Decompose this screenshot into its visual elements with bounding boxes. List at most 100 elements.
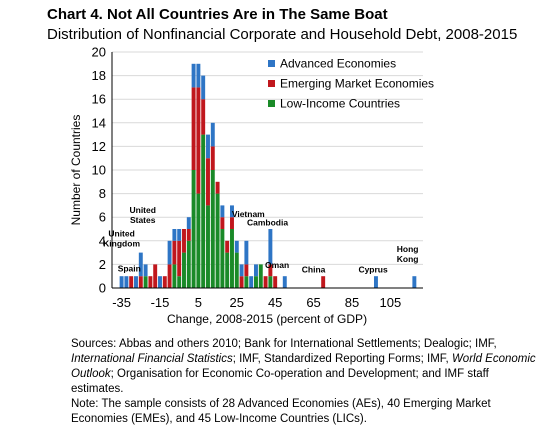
bar-ae xyxy=(220,205,225,218)
bar-ae xyxy=(268,229,273,265)
y-gridlines xyxy=(112,51,423,265)
bar-ae xyxy=(282,276,287,288)
bar-layer xyxy=(119,63,417,288)
bar-ae xyxy=(119,276,124,288)
bar-eme xyxy=(239,276,244,288)
x-tick-label: 65 xyxy=(306,295,320,310)
x-tick-label: 25 xyxy=(230,295,244,310)
bar-lic xyxy=(201,134,206,288)
annotation-label: Cyprus xyxy=(358,265,388,275)
bar-ae xyxy=(373,276,378,288)
bar-ae xyxy=(172,229,177,241)
annotation-label: Spain xyxy=(118,263,141,273)
bar-ae xyxy=(167,240,172,265)
bar-ae xyxy=(138,252,143,277)
annotation-label: Hong xyxy=(397,244,419,254)
x-tick-label: 45 xyxy=(268,295,282,310)
x-tick-labels: -35 -15 5 25 45 65 85 105 xyxy=(112,295,401,310)
bar-lic xyxy=(244,276,249,288)
x-tick-label: 105 xyxy=(380,295,402,310)
bar-eme xyxy=(177,240,182,277)
x-tick-label: -35 xyxy=(112,295,131,310)
bar-ae xyxy=(196,63,201,88)
bar-lic xyxy=(230,229,234,288)
y-tick-label: 10 xyxy=(92,163,106,178)
bar-ae xyxy=(249,276,254,288)
y-tick-label: 2 xyxy=(99,257,106,272)
x-axis-label: Change, 2008-2015 (percent of GDP) xyxy=(167,312,367,326)
bar-ae xyxy=(177,229,182,241)
legend-label: Advanced Economies xyxy=(280,57,396,71)
y-tick-labels: 0 2 4 6 8 10 12 14 16 18 20 xyxy=(92,45,106,296)
bar-eme xyxy=(201,99,206,135)
annotation-label: United xyxy=(129,205,155,215)
bar-ae xyxy=(254,264,258,277)
bar-lic xyxy=(254,276,258,288)
bar-eme xyxy=(162,276,167,288)
bar-lic xyxy=(210,170,215,288)
x-tick-label: -15 xyxy=(151,295,170,310)
y-tick-label: 14 xyxy=(92,115,106,130)
chart-subtitle: Distribution of Nonfinancial Corporate a… xyxy=(47,26,518,43)
annotation-label: Kingdom xyxy=(103,239,140,249)
bar-lic xyxy=(206,205,210,288)
annotation-label: China xyxy=(302,265,326,275)
bar-eme xyxy=(182,229,186,253)
bar-eme xyxy=(268,264,273,277)
bar-eme xyxy=(210,146,215,170)
bar-lic xyxy=(172,264,177,288)
bar-eme xyxy=(148,276,153,288)
bar-eme xyxy=(153,264,158,288)
y-tick-label: 20 xyxy=(92,45,106,60)
y-tick-label: 0 xyxy=(99,281,106,296)
bar-ae xyxy=(230,205,234,218)
bar-eme xyxy=(186,229,191,241)
x-tick-label: 85 xyxy=(345,295,359,310)
bar-ae xyxy=(158,276,162,288)
bar-ae xyxy=(206,134,210,159)
legend-label: Emerging Market Economies xyxy=(280,77,434,91)
bar-lic xyxy=(234,252,239,288)
bar-lic xyxy=(186,240,191,288)
sample-note: Note: The sample consists of 28 Advanced… xyxy=(71,398,491,425)
axes xyxy=(111,52,423,289)
histogram-chart: 0 2 4 6 8 10 12 14 16 18 20 -35 -15 5 25 45 65 85 105 Uni… xyxy=(69,45,434,327)
bar-ae xyxy=(186,217,191,229)
bar-lic xyxy=(268,276,273,288)
bar-eme xyxy=(273,276,278,288)
bar-ae xyxy=(134,276,138,288)
bar-ae xyxy=(210,122,215,147)
bar-eme xyxy=(220,217,225,229)
bar-ae xyxy=(191,63,196,88)
bar-ae xyxy=(234,240,239,253)
bar-eme xyxy=(206,158,210,206)
bar-eme xyxy=(129,276,134,288)
legend-swatch xyxy=(268,80,275,87)
y-tick-label: 16 xyxy=(92,92,106,107)
bar-ae xyxy=(412,276,417,288)
annotation-label: Kong xyxy=(397,254,419,264)
bar-eme xyxy=(244,264,249,277)
bar-eme xyxy=(138,276,143,288)
legend-label: Low-Income Countries xyxy=(280,97,400,111)
annotation-label: Oman xyxy=(265,260,289,270)
bar-eme xyxy=(196,87,201,194)
bar-lic xyxy=(191,170,196,288)
bar-eme xyxy=(167,264,172,288)
bar-lic xyxy=(182,252,186,288)
y-tick-label: 18 xyxy=(92,68,106,83)
bar-lic xyxy=(143,276,148,288)
annotation-label: Cambodia xyxy=(247,217,288,227)
bar-ae xyxy=(244,240,249,265)
bar-lic xyxy=(225,252,230,288)
legend-swatch xyxy=(268,100,275,107)
bar-lic xyxy=(196,193,201,288)
bar-lic xyxy=(177,276,182,288)
legend: Advanced Economies Emerging Market Econom… xyxy=(268,57,434,111)
bar-ae xyxy=(239,264,244,277)
y-tick-label: 12 xyxy=(92,139,106,154)
bar-ae xyxy=(143,264,148,277)
bar-eme xyxy=(215,181,220,194)
legend-swatch xyxy=(268,60,275,67)
y-tick-label: 4 xyxy=(99,233,106,248)
